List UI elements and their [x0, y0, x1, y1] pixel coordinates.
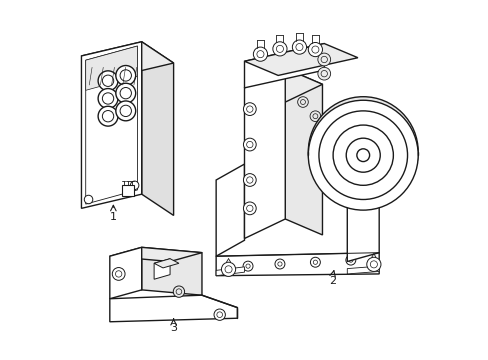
Circle shape: [116, 101, 135, 121]
Circle shape: [246, 205, 252, 212]
Circle shape: [116, 83, 135, 103]
Circle shape: [243, 202, 256, 215]
Circle shape: [120, 87, 131, 99]
Circle shape: [366, 257, 380, 271]
Circle shape: [369, 261, 377, 268]
Circle shape: [268, 64, 281, 77]
Circle shape: [214, 309, 225, 320]
Polygon shape: [154, 259, 170, 279]
Circle shape: [102, 111, 114, 122]
Text: 2: 2: [329, 276, 336, 286]
Polygon shape: [244, 68, 285, 238]
Circle shape: [102, 75, 114, 86]
Circle shape: [84, 195, 93, 204]
Circle shape: [348, 258, 352, 262]
Circle shape: [130, 181, 139, 190]
Circle shape: [245, 264, 250, 268]
Circle shape: [246, 177, 252, 183]
Polygon shape: [110, 247, 202, 261]
Circle shape: [321, 71, 327, 77]
Ellipse shape: [307, 97, 417, 207]
Circle shape: [297, 97, 307, 107]
Polygon shape: [346, 189, 378, 261]
Polygon shape: [81, 42, 173, 77]
Circle shape: [277, 262, 282, 266]
Circle shape: [243, 138, 256, 151]
Circle shape: [295, 44, 303, 51]
Circle shape: [256, 51, 264, 58]
Text: 1: 1: [110, 212, 117, 222]
Polygon shape: [244, 44, 324, 88]
Circle shape: [311, 46, 318, 53]
Circle shape: [98, 106, 118, 126]
Circle shape: [292, 40, 306, 54]
Polygon shape: [81, 42, 142, 208]
Circle shape: [173, 286, 184, 297]
Circle shape: [317, 67, 330, 80]
Circle shape: [257, 72, 263, 78]
Circle shape: [309, 111, 320, 122]
Circle shape: [112, 267, 125, 280]
Circle shape: [345, 255, 355, 265]
Polygon shape: [244, 44, 357, 76]
Circle shape: [116, 66, 135, 85]
Polygon shape: [285, 68, 322, 235]
Circle shape: [274, 259, 285, 269]
Circle shape: [98, 89, 118, 108]
Circle shape: [176, 289, 182, 294]
Polygon shape: [142, 42, 173, 215]
Circle shape: [321, 56, 327, 63]
Circle shape: [243, 103, 256, 116]
Polygon shape: [154, 259, 179, 268]
Circle shape: [310, 257, 320, 267]
Circle shape: [317, 53, 330, 66]
Circle shape: [120, 105, 131, 117]
Polygon shape: [122, 185, 133, 196]
Polygon shape: [216, 267, 244, 276]
Text: 3: 3: [170, 323, 177, 333]
Circle shape: [300, 100, 305, 104]
Circle shape: [307, 100, 417, 210]
Circle shape: [253, 47, 267, 61]
Circle shape: [246, 141, 252, 148]
Circle shape: [98, 71, 118, 91]
Circle shape: [246, 106, 252, 112]
Polygon shape: [85, 46, 137, 90]
Circle shape: [272, 42, 286, 56]
Circle shape: [254, 69, 266, 82]
Circle shape: [243, 261, 252, 271]
Circle shape: [221, 262, 235, 276]
Polygon shape: [244, 68, 322, 104]
Polygon shape: [110, 295, 237, 322]
Circle shape: [243, 174, 256, 186]
Polygon shape: [216, 253, 378, 276]
Circle shape: [271, 68, 277, 74]
Circle shape: [120, 70, 131, 81]
Circle shape: [115, 271, 122, 277]
Circle shape: [216, 312, 222, 318]
Polygon shape: [110, 247, 142, 299]
Polygon shape: [216, 164, 244, 256]
Polygon shape: [142, 247, 202, 295]
Polygon shape: [346, 266, 378, 274]
Circle shape: [102, 93, 114, 104]
Circle shape: [224, 266, 232, 273]
Circle shape: [276, 45, 283, 53]
Circle shape: [313, 260, 317, 264]
Circle shape: [307, 42, 322, 57]
Circle shape: [312, 114, 317, 119]
Polygon shape: [85, 46, 137, 204]
